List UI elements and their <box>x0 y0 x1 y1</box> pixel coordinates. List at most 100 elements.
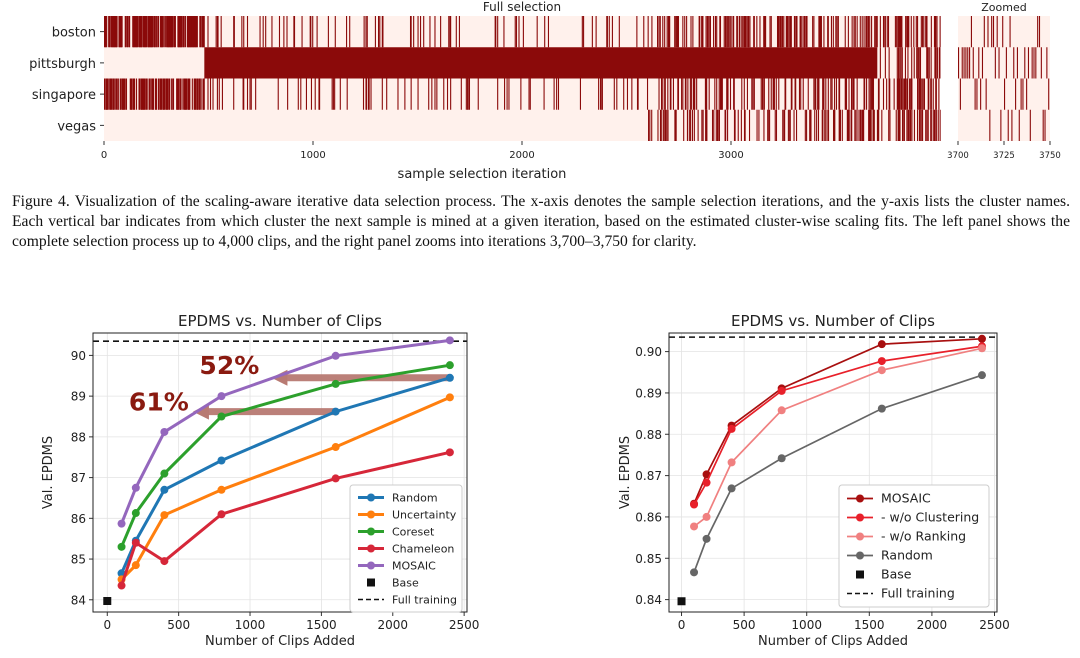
selection-bar <box>121 78 123 110</box>
selection-bar <box>922 109 924 141</box>
selection-bar <box>932 78 934 110</box>
selection-bar <box>675 109 677 141</box>
selection-bar <box>854 16 856 48</box>
zoom-selection-bar <box>1011 109 1013 141</box>
selection-bar <box>927 78 929 110</box>
x-tick-label: 1000 <box>300 150 325 161</box>
base-marker <box>103 597 112 606</box>
zoom-selection-bar <box>996 16 998 48</box>
selection-bar <box>898 109 900 141</box>
selection-bar <box>820 16 822 48</box>
selection-bar <box>657 109 659 141</box>
selection-bar <box>606 16 608 48</box>
selection-bar <box>723 16 725 48</box>
selection-bar <box>164 78 166 110</box>
selection-bar <box>156 16 158 48</box>
zoom-selection-bar <box>1042 109 1044 141</box>
selection-bar <box>743 16 745 48</box>
selection-bar <box>900 16 902 48</box>
selection-bar <box>147 16 149 48</box>
legend-label: Full training <box>881 586 955 601</box>
selection-bar <box>853 78 855 110</box>
selection-bar <box>161 78 163 110</box>
selection-bar <box>166 78 168 110</box>
selection-bar <box>727 78 729 110</box>
selection-bar <box>910 78 912 110</box>
selection-bar <box>832 109 835 141</box>
selection-bar <box>847 16 849 48</box>
selection-bar <box>873 109 875 141</box>
selection-bar <box>938 47 940 79</box>
selection-bar <box>203 16 205 48</box>
selection-bar <box>659 109 662 141</box>
selection-bar <box>694 78 696 110</box>
selection-bar <box>803 16 805 48</box>
selection-bar <box>838 109 840 141</box>
selection-bar <box>876 16 878 48</box>
selection-bar <box>856 16 858 48</box>
zoom-selection-bar <box>1016 47 1018 79</box>
selection-bar <box>772 78 774 110</box>
selection-bar <box>705 16 707 48</box>
x-axis-label: Number of Clips Added <box>205 634 355 649</box>
selection-bar <box>114 16 116 48</box>
selection-bar <box>543 78 545 110</box>
selection-bar <box>148 16 150 48</box>
selection-bar <box>718 78 720 110</box>
selection-bar <box>165 78 167 110</box>
selection-bar <box>198 78 200 110</box>
selection-bar <box>806 109 808 141</box>
selection-bar <box>938 78 940 110</box>
selection-bar <box>312 16 314 48</box>
selection-bar <box>173 16 175 48</box>
selection-bar <box>191 16 193 48</box>
selection-bar <box>736 16 738 48</box>
selection-bar <box>921 109 923 141</box>
selection-bar <box>939 16 941 48</box>
selection-bar <box>203 78 205 110</box>
selection-bar <box>648 109 650 141</box>
annotation-arrow-52 <box>271 369 450 386</box>
x-tick-label: 2000 <box>509 150 534 161</box>
selection-bar <box>188 78 190 110</box>
selection-bar <box>123 78 125 110</box>
selection-bar <box>278 16 281 48</box>
zoom-selection-bar <box>958 47 960 79</box>
selection-bar <box>477 78 479 110</box>
selection-bar <box>382 16 384 48</box>
selection-bar <box>377 16 380 48</box>
legend-label: - w/o Ranking <box>881 529 966 544</box>
selection-bar <box>743 78 745 110</box>
selection-bar <box>346 78 348 110</box>
selection-bar <box>122 78 124 110</box>
selection-bar <box>756 16 758 48</box>
selection-bar <box>166 16 168 48</box>
zoom-selection-bar <box>983 16 985 48</box>
selection-bar <box>920 78 922 110</box>
selection-bar <box>557 78 560 110</box>
selection-bar <box>886 16 888 48</box>
selection-bar <box>171 16 173 48</box>
selection-bar <box>923 16 925 48</box>
selection-bar <box>815 78 817 110</box>
selection-bar <box>897 16 899 48</box>
legend-label: Random <box>881 548 933 563</box>
selection-bar <box>852 78 854 110</box>
selection-bar <box>677 16 680 48</box>
selection-bar <box>172 78 175 110</box>
data-point <box>160 427 169 436</box>
selection-bar <box>128 16 130 48</box>
selection-bar <box>690 109 692 141</box>
x-tick-label: 0 <box>101 150 107 161</box>
selection-bar <box>497 78 499 110</box>
selection-bar <box>448 16 450 48</box>
selection-bar <box>183 78 185 110</box>
zoom-selection-bar <box>1018 109 1020 141</box>
selection-bar <box>140 16 142 48</box>
selection-bar <box>666 109 668 141</box>
selection-bar <box>869 78 871 110</box>
selection-bar <box>667 16 669 48</box>
selection-bar <box>776 16 779 48</box>
selection-bar <box>386 78 388 110</box>
zoom-selection-bar <box>1026 78 1028 110</box>
